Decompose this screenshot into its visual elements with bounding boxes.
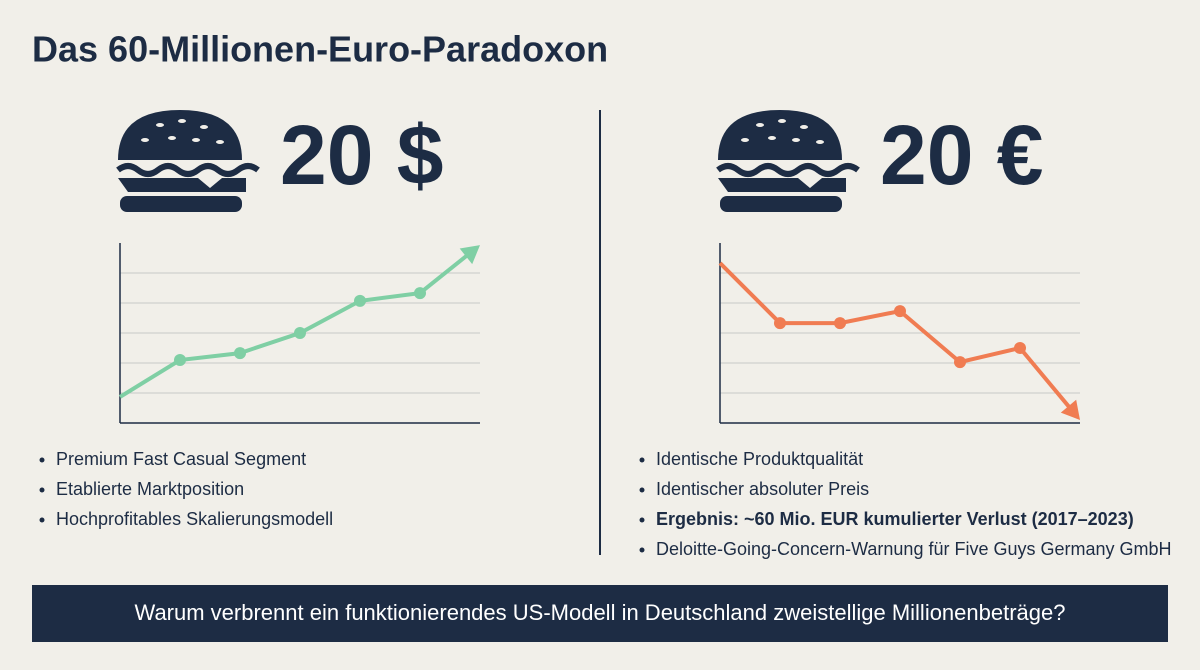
bullet: Identischer absoluter Preis	[656, 479, 869, 499]
point	[234, 347, 246, 360]
point	[414, 287, 426, 300]
arrowhead	[459, 245, 480, 265]
bullet: Hochprofitables Skalierungsmodell	[56, 509, 333, 529]
bullet-dot	[39, 487, 45, 493]
point	[834, 317, 846, 330]
bullet-dot	[639, 487, 645, 493]
price: 20 €	[880, 108, 1044, 202]
bullet: Deloitte-Going-Concern-Warnung für Five …	[656, 539, 1172, 559]
point	[294, 327, 306, 339]
bullet-dot	[639, 457, 645, 463]
point	[774, 317, 786, 330]
bullet: Etablierte Marktposition	[56, 479, 244, 499]
point	[354, 294, 366, 307]
bullet-dot	[639, 517, 645, 523]
point	[1014, 342, 1026, 354]
bullet-dot	[39, 517, 45, 523]
point	[894, 305, 906, 318]
arrowhead	[1060, 399, 1080, 420]
banner-text: Warum verbrennt ein funktionierendes US-…	[135, 600, 1066, 625]
bullet-dot	[639, 547, 645, 553]
point	[174, 354, 186, 366]
bullet: Ergebnis: ~60 Mio. EUR kumulierter Verlu…	[656, 509, 1134, 529]
banner	[32, 585, 1168, 642]
point	[954, 356, 966, 369]
bullet: Premium Fast Casual Segment	[56, 449, 306, 469]
bullet-dot	[39, 457, 45, 463]
price: 20 $	[280, 108, 444, 202]
bullet: Identische Produktqualität	[656, 449, 863, 469]
title: Das 60-Millionen-Euro-Paradoxon	[32, 29, 608, 70]
